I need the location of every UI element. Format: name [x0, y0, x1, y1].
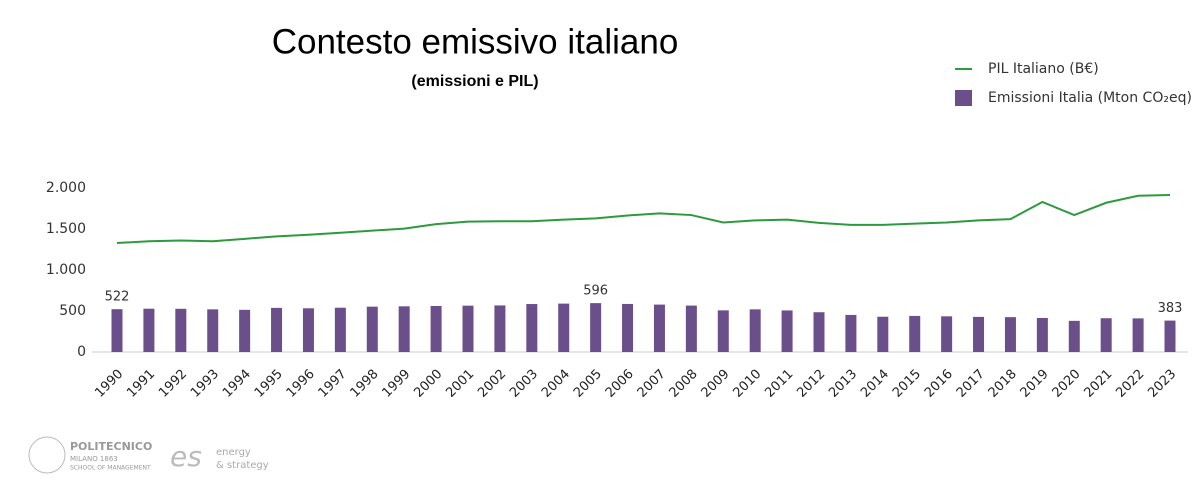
x-tick-label: 2016	[922, 367, 956, 401]
bar	[941, 316, 953, 352]
legend-swatch	[955, 90, 972, 106]
bar	[717, 310, 729, 352]
x-tick-label: 2013	[826, 367, 860, 401]
bar	[909, 315, 921, 352]
bar	[271, 307, 283, 352]
x-tick-label: 2018	[986, 367, 1020, 401]
x-tick-label: 2017	[954, 367, 988, 401]
x-tick-label: 2014	[858, 367, 892, 401]
bar	[1100, 318, 1112, 352]
bar	[1132, 318, 1144, 352]
bar	[175, 308, 187, 352]
x-tick-label: 2023	[1145, 367, 1179, 401]
x-tick-label: 2022	[1113, 367, 1147, 401]
line	[116, 193, 1171, 245]
bar	[813, 312, 825, 352]
y-tick-label: 1.000	[46, 262, 86, 278]
logo-text: & strategy	[216, 460, 269, 471]
x-tick-label: 2009	[699, 367, 733, 401]
x-tick-label: 1993	[188, 367, 222, 401]
x-tick-label: 2012	[794, 367, 828, 401]
bar	[781, 310, 793, 352]
bar	[845, 314, 857, 352]
bar	[685, 305, 697, 352]
bar	[366, 306, 378, 352]
x-tick-label: 2007	[635, 367, 669, 401]
chart-title: Contesto emissivo italiano	[272, 22, 679, 61]
bar	[558, 303, 570, 352]
legend-label: PIL Italiano (B€)	[988, 61, 1099, 77]
x-tick-label: 2004	[539, 367, 573, 401]
logo-text: MILANO 1863	[70, 455, 118, 463]
legend-label: Emissioni Italia (Mton CO₂eq)	[988, 90, 1192, 106]
x-tick-label: 2020	[1050, 367, 1084, 401]
bar	[973, 316, 985, 352]
y-tick-label: 1.500	[46, 221, 86, 237]
bar	[207, 309, 219, 352]
x-tick-label: 2015	[890, 367, 924, 401]
bar	[302, 308, 314, 352]
x-tick-label: 2011	[762, 367, 796, 401]
bar	[462, 305, 474, 352]
x-tick-label: 2000	[411, 367, 445, 401]
bar	[653, 304, 665, 352]
chart-subtitle: (emissioni e PIL)	[411, 73, 538, 90]
bar	[143, 308, 155, 352]
bar	[622, 303, 634, 352]
bar	[111, 309, 123, 352]
bar	[590, 303, 602, 352]
logo-seal	[28, 436, 66, 474]
y-tick-label: 500	[59, 303, 86, 319]
logo-text: energy	[216, 447, 251, 458]
y-tick-label: 2.000	[46, 180, 86, 196]
logo-text: POLITECNICO	[70, 440, 152, 453]
bar	[1068, 320, 1080, 352]
x-tick-label: 2008	[667, 367, 701, 401]
data-label: 596	[583, 284, 608, 299]
data-label: 383	[1158, 301, 1183, 316]
x-tick-label: 2005	[571, 367, 605, 401]
x-tick-label: 2019	[1018, 367, 1052, 401]
x-tick-label: 1991	[124, 367, 158, 401]
bar	[239, 309, 251, 352]
x-tick-label: 2002	[475, 367, 509, 401]
logo-text: SCHOOL OF MANAGEMENT	[70, 465, 151, 472]
x-tick-label: 1992	[156, 367, 190, 401]
x-tick-label: 2001	[443, 367, 477, 401]
x-tick-label: 1994	[220, 367, 254, 401]
x-tick-label: 2006	[603, 367, 637, 401]
bar	[526, 304, 538, 352]
x-tick-label: 1997	[316, 367, 350, 401]
x-tick-label: 2021	[1081, 367, 1115, 401]
x-tick-label: 1998	[348, 367, 382, 401]
x-tick-label: 1995	[252, 367, 286, 401]
bar	[1036, 317, 1048, 352]
bar	[334, 307, 346, 352]
bar	[877, 316, 889, 352]
x-tick-label: 1999	[379, 367, 413, 401]
bar	[749, 309, 761, 352]
x-tick-label: 2003	[507, 367, 541, 401]
bar	[398, 306, 410, 352]
y-tick-label: 0	[77, 344, 86, 360]
bar	[494, 305, 506, 352]
data-label: 522	[105, 290, 130, 305]
logo-text: es	[170, 440, 202, 473]
bar	[1164, 320, 1176, 352]
x-tick-label: 1996	[284, 367, 318, 401]
bar	[430, 305, 442, 352]
bar	[1004, 317, 1016, 352]
x-tick-label: 1990	[92, 367, 126, 401]
x-tick-label: 2010	[730, 367, 764, 401]
